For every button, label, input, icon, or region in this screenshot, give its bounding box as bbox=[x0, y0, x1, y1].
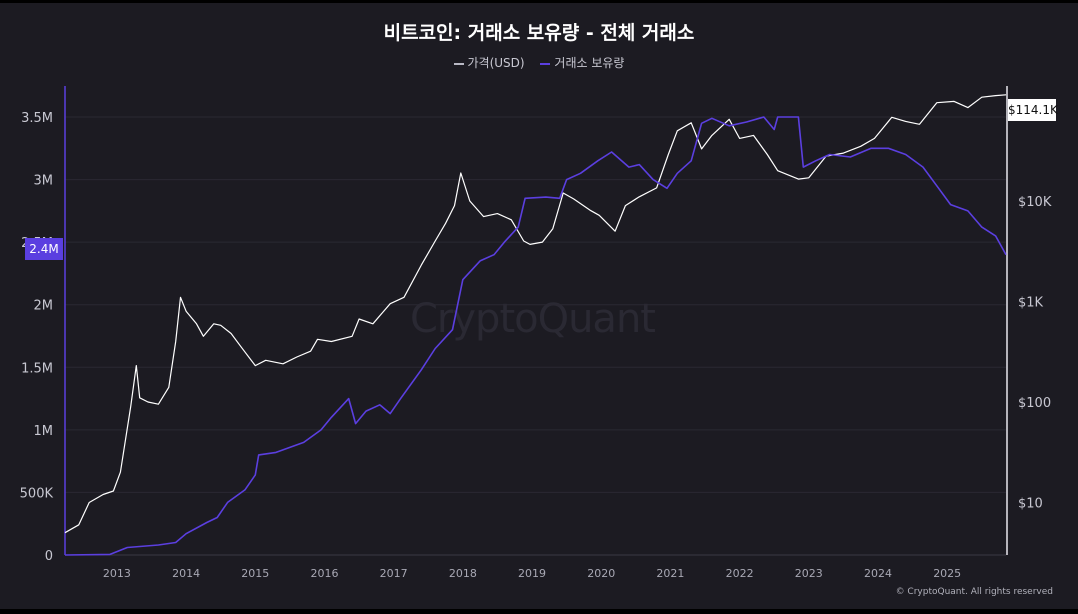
x-tick-2024: 2024 bbox=[864, 567, 892, 580]
chart-legend: 가격(USD) 거래소 보유량 bbox=[0, 54, 1078, 71]
y-right-tick-0: $10 bbox=[1018, 496, 1043, 511]
frame-top-bar bbox=[0, 0, 1078, 3]
x-tick-2017: 2017 bbox=[380, 567, 408, 580]
chart-title: 비트코인: 거래소 보유량 - 전체 거래소 bbox=[383, 22, 695, 44]
x-tick-2013: 2013 bbox=[103, 567, 131, 580]
x-tick-2022: 2022 bbox=[726, 567, 754, 580]
legend-item-reserve[interactable]: 거래소 보유량 bbox=[540, 54, 624, 71]
x-tick-2025: 2025 bbox=[933, 567, 961, 580]
x-tick-2018: 2018 bbox=[449, 567, 477, 580]
x-tick-2023: 2023 bbox=[795, 567, 823, 580]
legend-item-price[interactable]: 가격(USD) bbox=[453, 54, 525, 71]
legend-label-reserve: 거래소 보유량 bbox=[554, 56, 625, 70]
x-tick-2015: 2015 bbox=[241, 567, 269, 580]
reserve-series-line bbox=[64, 116, 1007, 556]
watermark: CryptoQuant bbox=[410, 296, 656, 342]
y-left-tick-4: 2M bbox=[34, 299, 54, 314]
y-left-tick-6: 3M bbox=[34, 174, 54, 189]
x-tick-2014: 2014 bbox=[172, 567, 200, 580]
price-last-value-badge: $114.1K bbox=[1008, 99, 1058, 121]
y-right-tick-2: $1K bbox=[1018, 295, 1044, 310]
reserve-last-value-badge: 2.4M bbox=[25, 238, 63, 260]
y-right-tick-3: $10K bbox=[1018, 195, 1052, 210]
x-tick-2019: 2019 bbox=[518, 567, 546, 580]
y-right-tick-1: $100 bbox=[1018, 396, 1051, 411]
frame-bottom-bar bbox=[0, 609, 1078, 614]
y-left-tick-0: 0 bbox=[45, 549, 53, 564]
legend-swatch-reserve bbox=[540, 62, 551, 65]
y-left-tick-3: 1.5M bbox=[21, 361, 53, 376]
y-left-tick-1: 500K bbox=[20, 486, 54, 501]
x-tick-2016: 2016 bbox=[310, 567, 338, 580]
legend-label-price: 가격(USD) bbox=[467, 56, 525, 70]
copyright-credit: © CryptoQuant. All rights reserved bbox=[895, 587, 1053, 597]
y-left-tick-7: 3.5M bbox=[21, 111, 53, 126]
price-series-line bbox=[64, 94, 1007, 534]
x-tick-2020: 2020 bbox=[587, 567, 615, 580]
y-left-tick-2: 1M bbox=[34, 424, 54, 439]
x-tick-2021: 2021 bbox=[656, 567, 684, 580]
legend-swatch-price bbox=[453, 62, 464, 65]
